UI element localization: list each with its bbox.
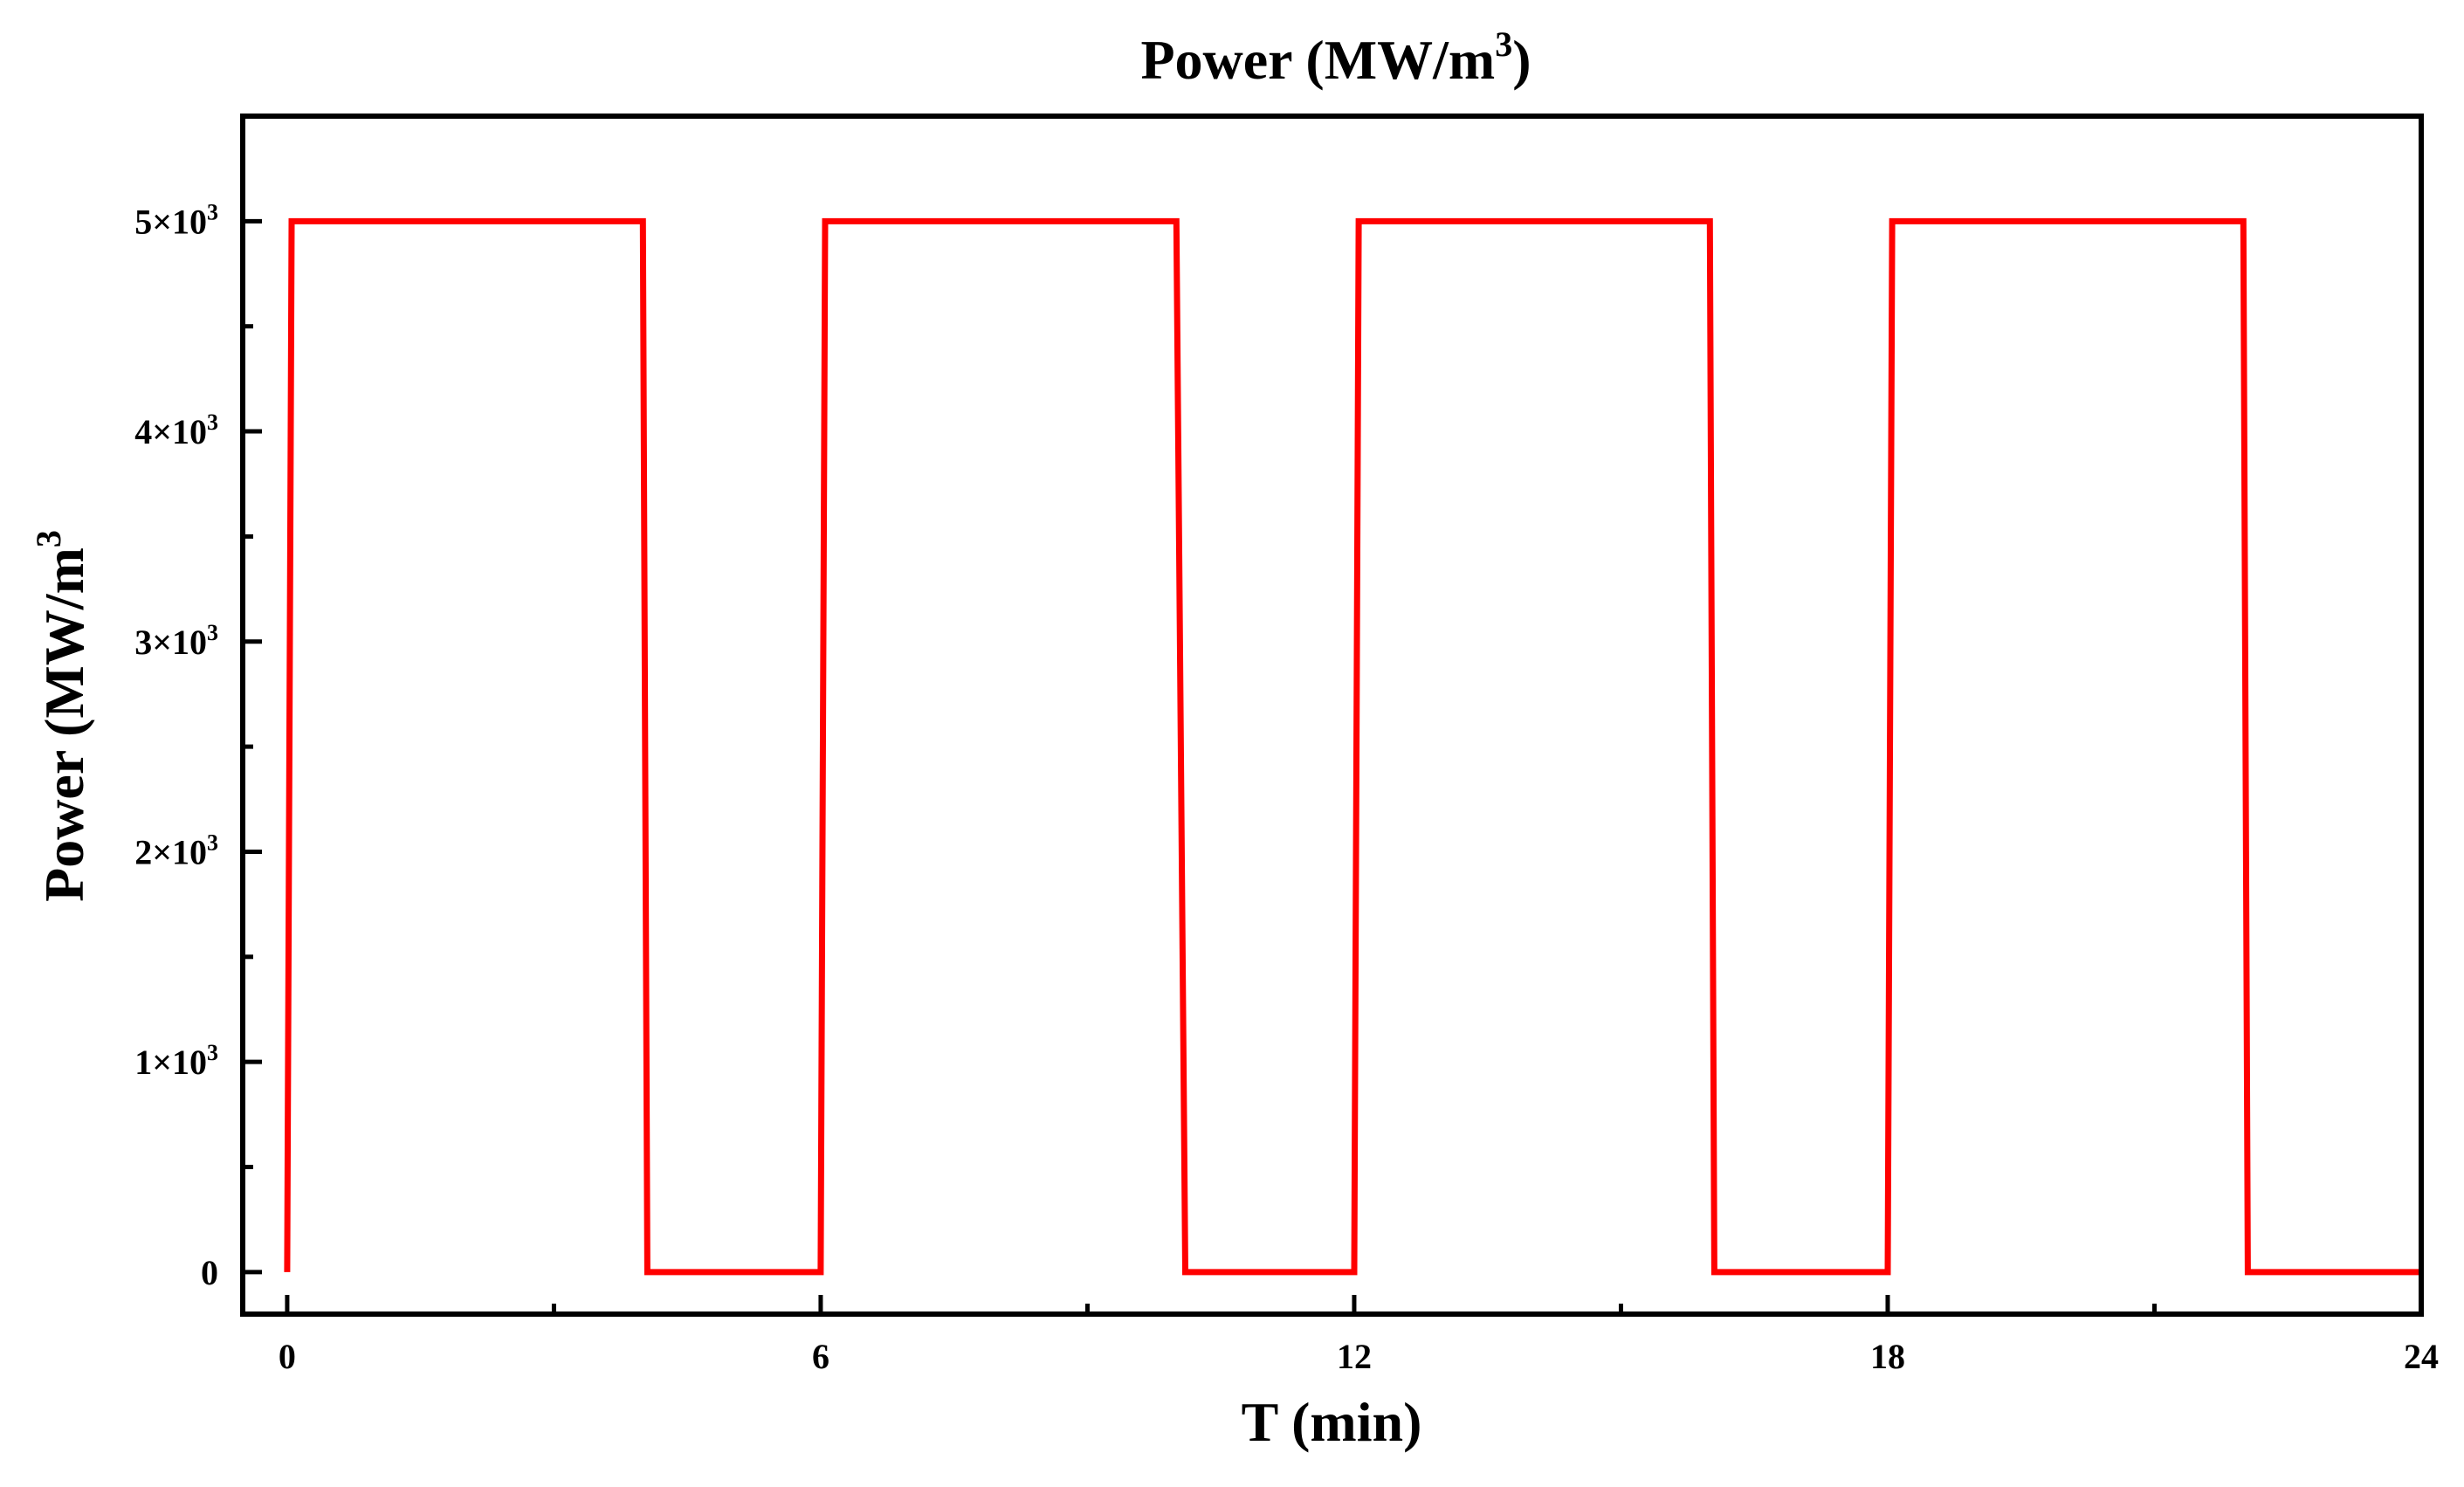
y-tick-label: 1×103 bbox=[134, 1040, 218, 1082]
x-axis-title: T (min) bbox=[1242, 1391, 1422, 1453]
y-tick-label: 4×103 bbox=[134, 410, 218, 451]
plot-area bbox=[284, 217, 2421, 1276]
x-tick-label: 6 bbox=[812, 1337, 829, 1376]
chart-title: Power (MW/m3) bbox=[1140, 24, 1531, 91]
y-tick-label: 2×103 bbox=[134, 830, 218, 871]
x-tick-label: 24 bbox=[2404, 1337, 2439, 1376]
y-axis-title: Power (MW/m3 bbox=[29, 530, 95, 902]
x-tick-label: 0 bbox=[279, 1337, 296, 1376]
y-tick-label: 3×103 bbox=[134, 620, 218, 662]
x-tick-label: 18 bbox=[1870, 1337, 1905, 1376]
series-line-1 bbox=[284, 217, 2421, 1276]
y-tick-label: 5×103 bbox=[134, 199, 218, 241]
x-axis: 0 6 12 18 24 bbox=[279, 1295, 2439, 1376]
plot-frame bbox=[240, 114, 2424, 1317]
y-axis: 0 1×103 2×103 3×103 4×103 5×103 bbox=[134, 199, 262, 1292]
x-tick-label: 12 bbox=[1337, 1337, 1372, 1376]
y-tick-label: 0 bbox=[201, 1253, 218, 1292]
